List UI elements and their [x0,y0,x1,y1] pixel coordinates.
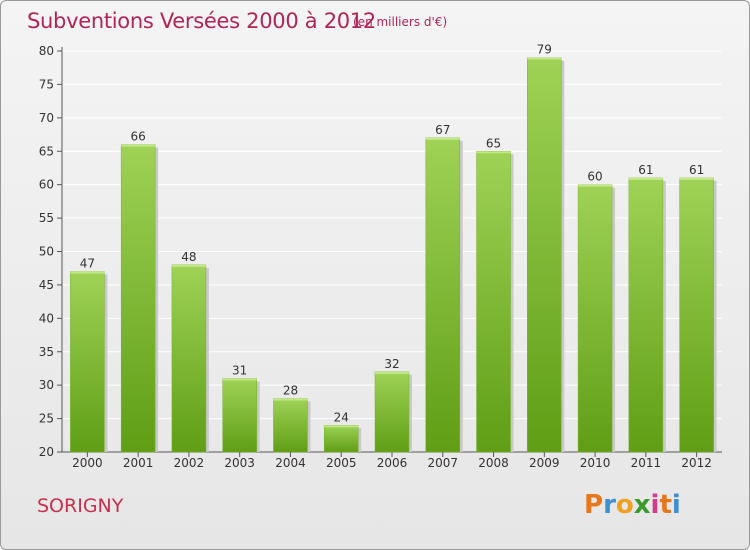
chart-unit-label: (en milliers d'€) [353,15,448,29]
y-tick-label: 70 [39,111,54,125]
bar-2008[interactable] [476,151,511,453]
bar-2010[interactable] [577,184,613,453]
proxiti-logo[interactable]: Proxiti [584,490,681,520]
y-tick-label: 35 [39,345,54,359]
x-tick-label: 2007 [427,456,458,470]
bar-2001[interactable] [120,144,156,453]
bar-value-label: 61 [638,163,653,177]
bar-2009[interactable] [527,57,562,453]
bar-2002[interactable] [171,264,207,453]
y-tick-label: 75 [39,77,54,91]
logo-letter: o [615,490,634,520]
logo-letter: t [659,490,672,520]
bar-value-label: 66 [131,130,146,144]
y-tick-label: 20 [39,445,54,459]
bar-highlight [375,371,409,374]
bar-highlight [70,271,105,274]
x-tick-label: 2006 [377,456,408,470]
bar-highlight [527,57,562,60]
y-tick-label: 55 [39,211,54,225]
x-tick-label: 2003 [224,456,255,470]
logo-letter: r [603,490,616,520]
bar-2000[interactable] [70,271,105,453]
x-tick-label: 2009 [529,456,560,470]
bar-value-label: 31 [232,363,247,377]
x-tick-label: 2011 [631,456,662,470]
bar-highlight [628,177,663,180]
bar-2005[interactable] [323,425,359,453]
x-tick-label: 2002 [174,456,205,470]
y-tick-label: 25 [39,412,54,426]
y-tick-label: 40 [39,311,54,325]
bar-value-label: 61 [689,163,704,177]
bar-2003[interactable] [222,378,257,453]
y-tick-label: 45 [39,278,54,292]
bar-2006[interactable] [374,371,410,453]
commune-name: SORIGNY [37,495,124,517]
bar-highlight [222,378,257,381]
bar-value-label: 47 [80,257,95,271]
bar-highlight [425,137,460,140]
y-tick-label: 80 [39,44,54,58]
bar-value-label: 67 [435,123,450,137]
x-tick-label: 2005 [326,456,357,470]
logo-letter: i [650,490,660,520]
bar-highlight [324,425,359,428]
logo-letter: P [584,490,604,520]
bar-highlight [121,144,156,147]
chart-title: Subventions Versées 2000 à 2012 [27,9,376,33]
bar-value-label: 24 [334,410,349,424]
x-tick-label: 2000 [72,456,103,470]
bar-2007[interactable] [425,137,461,453]
y-tick-label: 50 [39,245,54,259]
bar-highlight [476,151,511,154]
x-tick-label: 2001 [123,456,154,470]
bar-value-label: 48 [181,250,196,264]
y-tick-label: 30 [39,378,54,392]
bar-2012[interactable] [679,177,714,453]
y-tick-label: 65 [39,144,54,158]
logo-letter: x [633,490,651,520]
bar-value-label: 79 [537,43,552,57]
bar-highlight [578,184,613,187]
bar-highlight [171,264,206,267]
bar-value-label: 65 [486,136,501,150]
bar-value-label: 28 [283,384,298,398]
logo-letter: i [671,490,681,520]
bar-value-label: 60 [587,170,602,184]
bar-2004[interactable] [273,398,308,453]
x-tick-label: 2010 [580,456,611,470]
x-tick-label: 2012 [681,456,712,470]
y-tick-label: 60 [39,178,54,192]
bar-2011[interactable] [628,177,664,453]
x-tick-label: 2004 [275,456,306,470]
bar-highlight [679,177,714,180]
bar-value-label: 32 [384,357,399,371]
x-tick-label: 2008 [478,456,509,470]
bar-highlight [273,398,308,401]
